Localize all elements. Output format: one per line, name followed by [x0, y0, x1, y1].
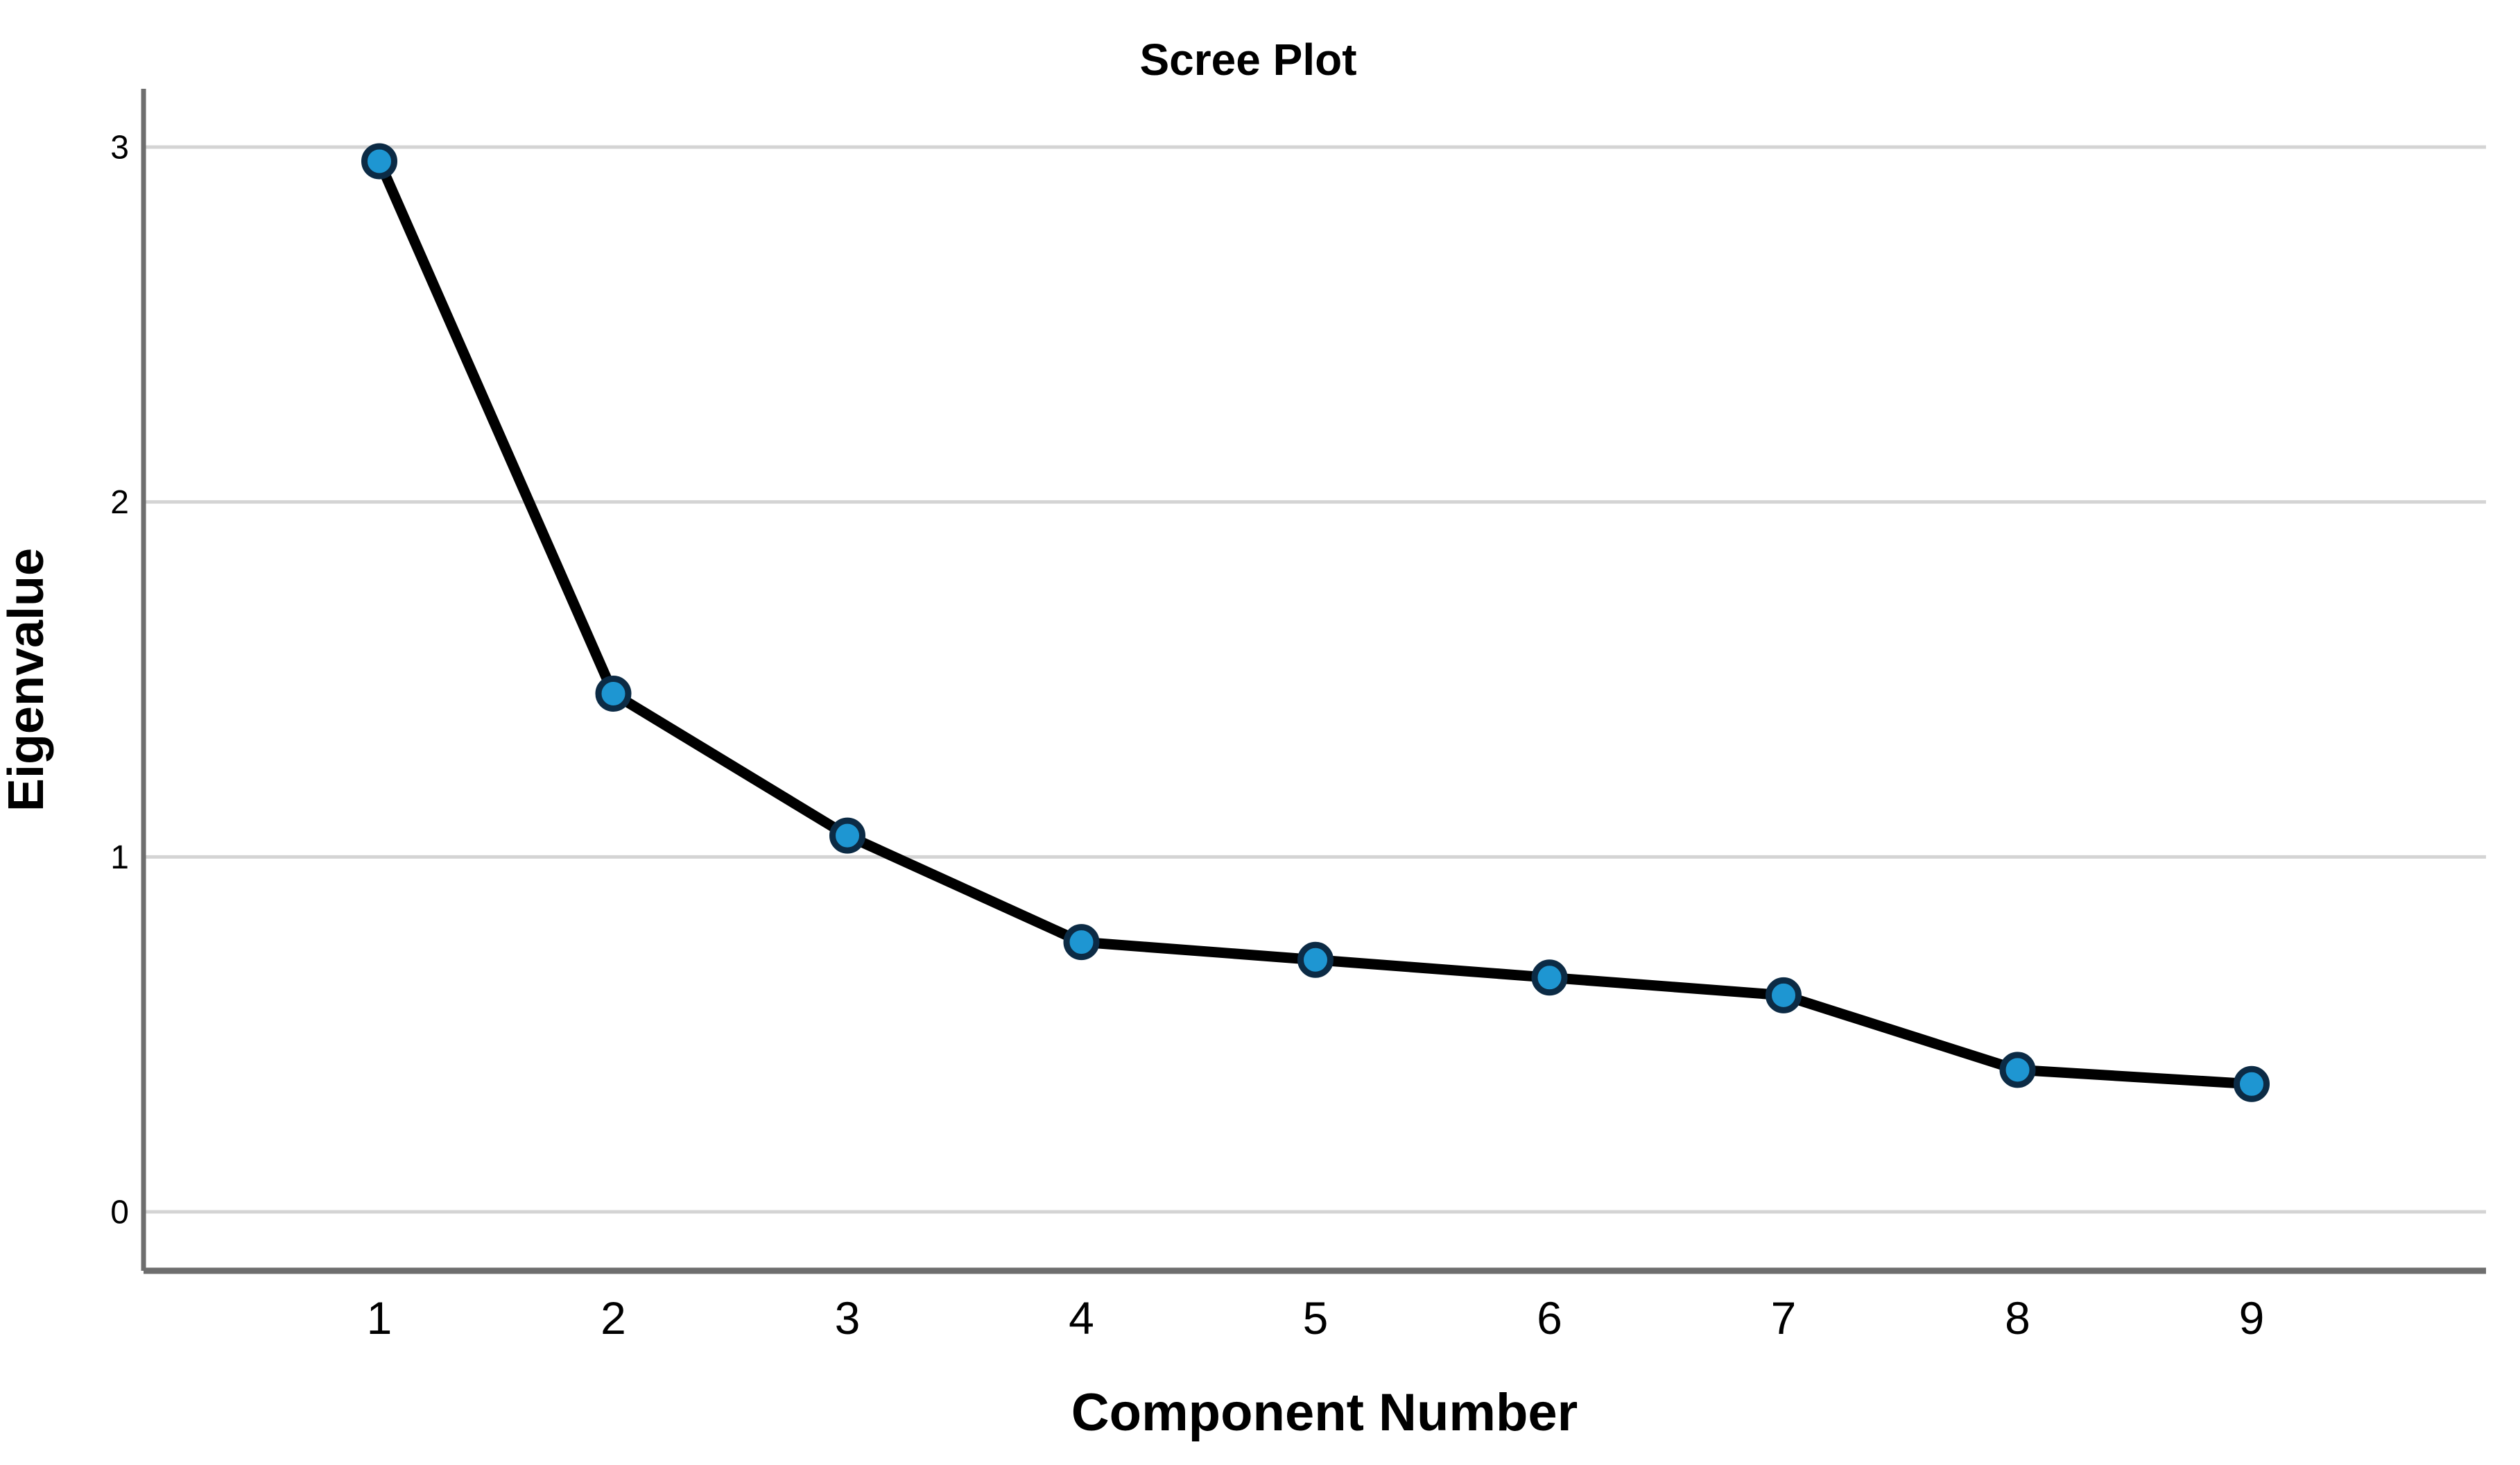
- y-tick-label: 1: [110, 839, 129, 876]
- gridlines: [144, 145, 2486, 1214]
- x-tick-label: 2: [601, 1292, 626, 1344]
- data-point-marker: [829, 817, 865, 854]
- data-point-marker: [1531, 959, 1568, 996]
- x-tick-label: 6: [1537, 1292, 1562, 1344]
- x-tick-label: 4: [1069, 1292, 1094, 1344]
- x-tick-labels: 1 2 3 4 5 6 7 8 9: [367, 1292, 2265, 1344]
- data-point-marker: [1297, 941, 1334, 978]
- x-tick-label: 5: [1303, 1292, 1329, 1344]
- y-tick-label: 0: [110, 1194, 129, 1231]
- y-axis-label: Eigenvalue: [0, 548, 54, 812]
- data-point-marker: [1766, 977, 1802, 1013]
- x-tick-label: 9: [2239, 1292, 2265, 1344]
- data-point-marker: [2234, 1065, 2270, 1102]
- chart-title: Scree Plot: [1139, 35, 1356, 85]
- x-axis-label: Component Number: [1071, 1383, 1578, 1442]
- data-point-marker: [1063, 924, 1100, 961]
- data-point-marker: [1999, 1052, 2036, 1088]
- y-tick-label: 3: [110, 129, 129, 166]
- data-point-marker: [361, 143, 397, 180]
- data-points: [361, 143, 2270, 1102]
- data-point-marker: [595, 675, 632, 712]
- x-tick-label: 8: [2005, 1292, 2030, 1344]
- y-tick-labels: 0 1 2 3: [110, 129, 129, 1231]
- y-tick-label: 2: [110, 484, 129, 521]
- x-tick-label: 1: [367, 1292, 392, 1344]
- x-tick-label: 7: [1771, 1292, 1797, 1344]
- x-tick-label: 3: [835, 1292, 861, 1344]
